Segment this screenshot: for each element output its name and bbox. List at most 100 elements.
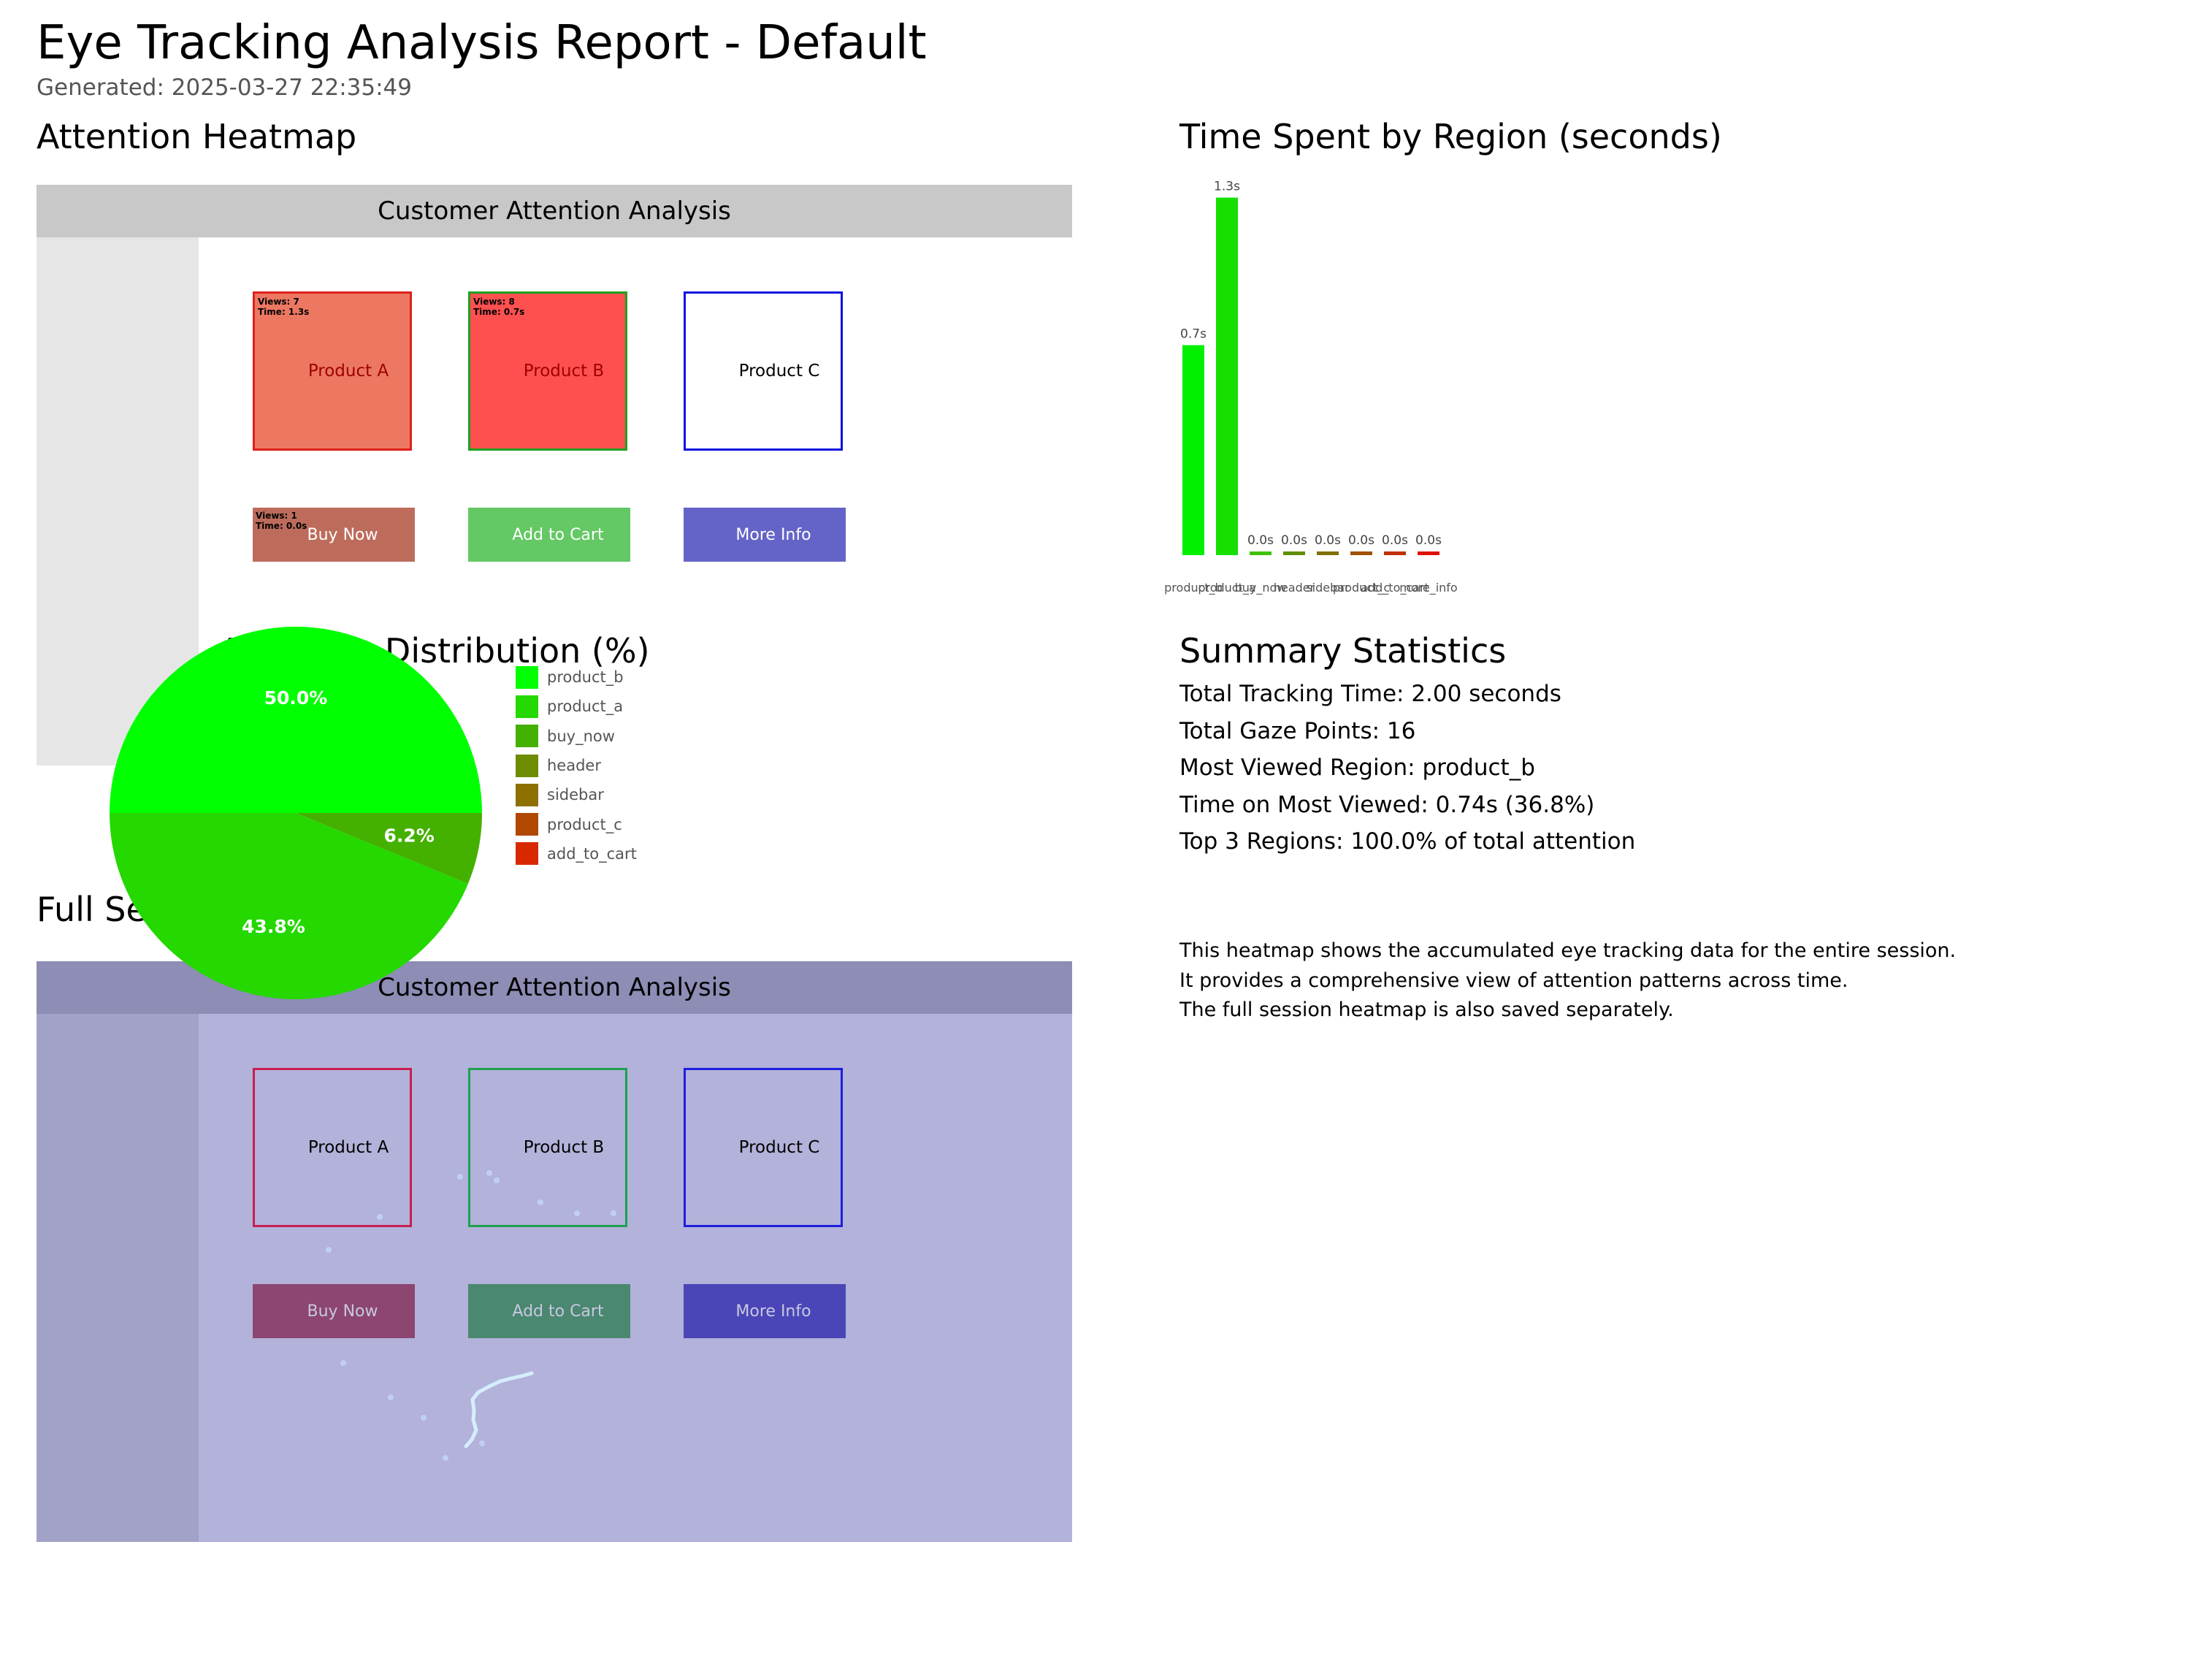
buy-now-stats: Views: 1 Time: 0.0s xyxy=(256,511,307,531)
product-c-label: Product C xyxy=(738,362,820,381)
bar-category-label: product_a xyxy=(1198,581,1255,595)
bar-category-label: product_c xyxy=(1333,581,1390,595)
bar-value-label: 0.0s xyxy=(1247,533,1274,548)
bar-category-label: header xyxy=(1274,581,1315,595)
add-to-cart-label: Add to Cart xyxy=(512,525,604,544)
bar-category-label: buy_now xyxy=(1235,581,1287,595)
bar-product_a xyxy=(1216,197,1238,555)
product-a-label: Product A xyxy=(307,362,389,381)
legend-label: sidebar xyxy=(547,786,604,804)
legend-item: header xyxy=(516,751,637,780)
bar-value-label: 0.0s xyxy=(1348,533,1374,548)
note-line: This heatmap shows the accumulated eye t… xyxy=(1179,939,1957,962)
full-more-info-label: More Info xyxy=(735,1302,811,1321)
attention-distribution-pie-chart: 50.0% 43.8% 6.2% xyxy=(110,627,482,1000)
product-b-label: Product B xyxy=(523,362,605,381)
full-add-to-cart-label: Add to Cart xyxy=(512,1302,604,1321)
pie-legend: product_b product_a buy_now header sidebar pr… xyxy=(516,663,637,868)
pie-value-label: 6.2% xyxy=(383,825,434,847)
gaze-point xyxy=(494,1177,500,1183)
bar-value-label: 1.3s xyxy=(1214,180,1240,194)
legend-label: product_b xyxy=(547,668,624,687)
full-buy-now-label: Buy Now xyxy=(307,1302,378,1321)
summary-gaze-points: Total Gaze Points: 16 xyxy=(1179,717,1416,744)
bar-product_b xyxy=(1182,345,1204,555)
gaze-point xyxy=(340,1360,346,1366)
gaze-point xyxy=(388,1394,394,1400)
full-session-heatmap-panel: Customer Attention Analysis Product A Pr… xyxy=(37,961,1072,1542)
time-spent-title: Time Spent by Region (seconds) xyxy=(1179,117,1722,156)
full-product-c-region: Product C xyxy=(684,1068,843,1227)
full-product-c-label: Product C xyxy=(738,1138,820,1157)
legend-item: add_to_cart xyxy=(516,839,637,868)
more-info-label: More Info xyxy=(735,525,811,544)
full-product-a-region: Product A xyxy=(253,1068,412,1227)
gaze-point xyxy=(326,1247,332,1253)
full-product-b-label: Product B xyxy=(523,1138,605,1157)
time-spent-bar-chart: 0.7s product_b 1.3s product_a 0.0s buy_now 0.0… xyxy=(1164,180,1458,595)
product-c-region: Product C xyxy=(684,291,843,451)
legend-item: sidebar xyxy=(516,780,637,809)
gaze-point xyxy=(457,1174,463,1180)
bar-category-label: add_to_cart xyxy=(1361,581,1429,595)
product-a-region: Views: 7 Time: 1.3s Product A xyxy=(253,291,412,451)
gaze-point xyxy=(538,1199,543,1205)
legend-swatch xyxy=(516,842,538,866)
bar-value-label: 0.0s xyxy=(1382,533,1408,548)
gaze-trail-line xyxy=(464,1371,534,1448)
generated-timestamp: Generated: 2025-03-27 22:35:49 xyxy=(37,75,412,101)
legend-label: product_a xyxy=(547,698,624,716)
session-note: This heatmap shows the accumulated eye t… xyxy=(1179,936,1956,1026)
bar-more_info xyxy=(1418,551,1439,555)
gaze-point xyxy=(421,1415,427,1421)
product-b-stats: Views: 8 Time: 0.7s xyxy=(473,297,525,317)
pie-slice-buy_now xyxy=(296,813,482,884)
pie-value-label: 50.0% xyxy=(264,687,328,709)
pie-slice-product_b xyxy=(110,627,482,813)
pie-slice-product_a xyxy=(110,813,468,1000)
summary-time-most-viewed: Time on Most Viewed: 0.74s (36.8%) xyxy=(1179,791,1595,818)
full-add-to-cart-button: Add to Cart xyxy=(468,1284,630,1338)
bar-header xyxy=(1283,551,1305,555)
summary-most-viewed: Most Viewed Region: product_b xyxy=(1179,755,1535,781)
legend-swatch xyxy=(516,783,538,806)
buy-now-button: Views: 1 Time: 0.0s Buy Now xyxy=(253,508,415,562)
add-to-cart-button: Add to Cart xyxy=(468,508,630,562)
gaze-point xyxy=(443,1455,448,1461)
bar-value-label: 0.0s xyxy=(1281,533,1307,548)
attention-heatmap-panel: Customer Attention Analysis Views: 7 Tim… xyxy=(37,185,1072,765)
legend-swatch xyxy=(516,725,538,748)
full-product-b-region: Product B xyxy=(468,1068,627,1227)
gaze-point xyxy=(479,1440,485,1446)
summary-total-time: Total Tracking Time: 2.00 seconds xyxy=(1179,681,1561,707)
legend-swatch xyxy=(516,665,538,689)
product-b-region: Views: 8 Time: 0.7s Product B xyxy=(468,291,627,451)
bar-category-label: sidebar xyxy=(1306,581,1350,595)
buy-now-label: Buy Now xyxy=(307,525,378,544)
legend-swatch xyxy=(516,695,538,718)
gaze-trail xyxy=(326,1170,616,1461)
note-line: The full session heatmap is also saved s… xyxy=(1179,999,1674,1021)
full-layout-sidebar xyxy=(37,1014,199,1542)
legend-item: product_b xyxy=(516,663,637,692)
summary-statistics: Total Tracking Time: 2.00 seconds Total … xyxy=(1179,676,1635,860)
legend-label: product_c xyxy=(547,815,622,833)
legend-item: product_a xyxy=(516,692,637,721)
legend-label: add_to_cart xyxy=(547,844,637,863)
bar-sidebar xyxy=(1317,551,1339,555)
bar-product_c xyxy=(1350,551,1372,555)
bar-value-label: 0.0s xyxy=(1415,533,1442,548)
bar-category-label: more_info xyxy=(1399,581,1457,595)
full-product-a-label: Product A xyxy=(307,1138,389,1157)
bar-add_to_cart xyxy=(1384,551,1406,555)
legend-label: header xyxy=(547,757,601,775)
legend-swatch xyxy=(516,813,538,836)
note-line: It provides a comprehensive view of atte… xyxy=(1179,969,1848,992)
gaze-point xyxy=(377,1214,383,1220)
gaze-point xyxy=(486,1170,492,1176)
full-buy-now-button: Buy Now xyxy=(253,1284,415,1338)
gaze-point xyxy=(574,1210,580,1216)
bar-buy_now xyxy=(1250,551,1272,555)
legend-item: product_c xyxy=(516,809,637,839)
pie-value-label: 43.8% xyxy=(242,916,305,937)
